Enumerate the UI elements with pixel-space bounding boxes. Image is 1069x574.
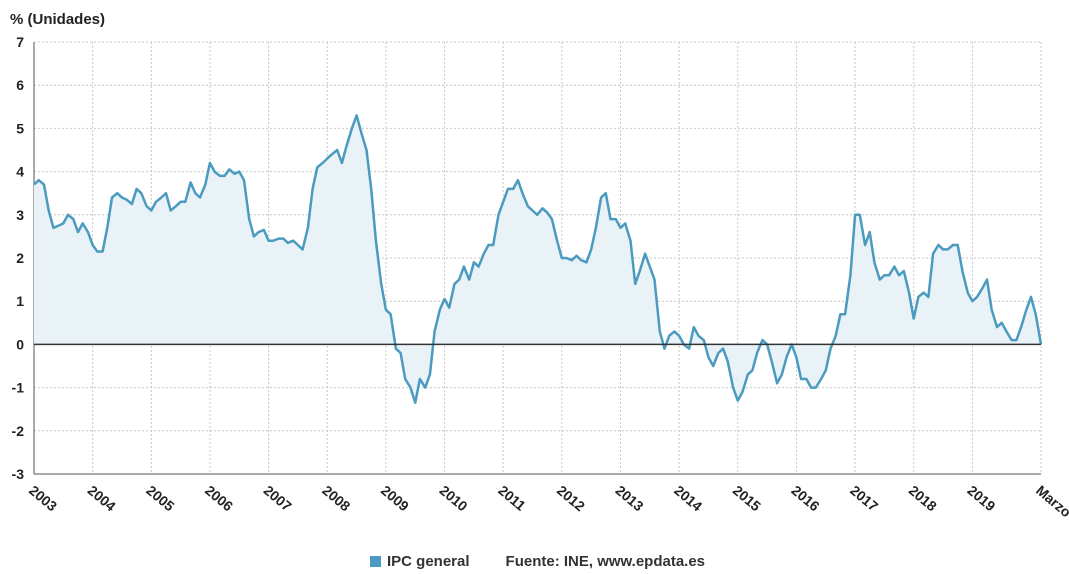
y-tick-label: 7 (16, 34, 24, 50)
x-tick-label: 2017 (847, 482, 881, 514)
x-tick-label: 2008 (319, 482, 353, 514)
legend-series-label: IPC general (387, 553, 470, 570)
x-tick-label: 2011 (495, 482, 529, 514)
series-area-fill (34, 115, 1041, 403)
x-tick-label: 2006 (202, 482, 236, 514)
y-tick-label: -1 (12, 380, 25, 396)
x-tick-label: 2013 (613, 482, 647, 514)
y-tick-label: 2 (16, 250, 24, 266)
x-tick-label: 2019 (964, 482, 998, 514)
y-tick-label: 5 (16, 120, 24, 136)
y-unit-label: % (Unidades) (10, 11, 106, 28)
x-tick-label: 2016 (789, 482, 823, 514)
series-line (33, 114, 1043, 404)
source-label: Fuente: INE, www.epdata.es (505, 553, 706, 570)
x-tick-label: 2005 (143, 482, 177, 514)
x-tick-label: 2009 (378, 482, 412, 514)
x-tick-label: 2015 (730, 482, 764, 514)
x-tick-label: 2007 (261, 482, 295, 514)
y-tick-label: 0 (16, 336, 24, 352)
y-tick-label: 6 (16, 77, 24, 93)
y-tick-label: 3 (16, 207, 24, 223)
legend-swatch (370, 556, 381, 567)
legend: IPC general Fuente: INE, www.epdata.es (370, 553, 705, 570)
y-tick-label: 4 (16, 164, 24, 180)
x-tick-label: 2012 (554, 482, 588, 514)
series-line-path (33, 114, 1043, 404)
x-tick-label: 2003 (26, 482, 60, 514)
y-axis-ticks: -3 -2 -1 0 1 2 3 4 5 6 7 (12, 34, 25, 482)
series-area (34, 115, 1041, 403)
x-tick-label: 2014 (671, 482, 705, 514)
y-tick-label: -3 (12, 466, 25, 482)
y-tick-label: -2 (12, 423, 25, 439)
x-tick-label: 2004 (85, 482, 119, 514)
x-tick-label: Marzo (1033, 482, 1069, 520)
x-axis-ticks: 2003 2004 2005 2006 2007 2008 2009 2010 2011 2012… (26, 482, 1069, 520)
y-tick-label: 1 (16, 293, 24, 309)
x-tick-label: 2010 (437, 482, 471, 514)
x-tick-label: 2018 (906, 482, 940, 514)
